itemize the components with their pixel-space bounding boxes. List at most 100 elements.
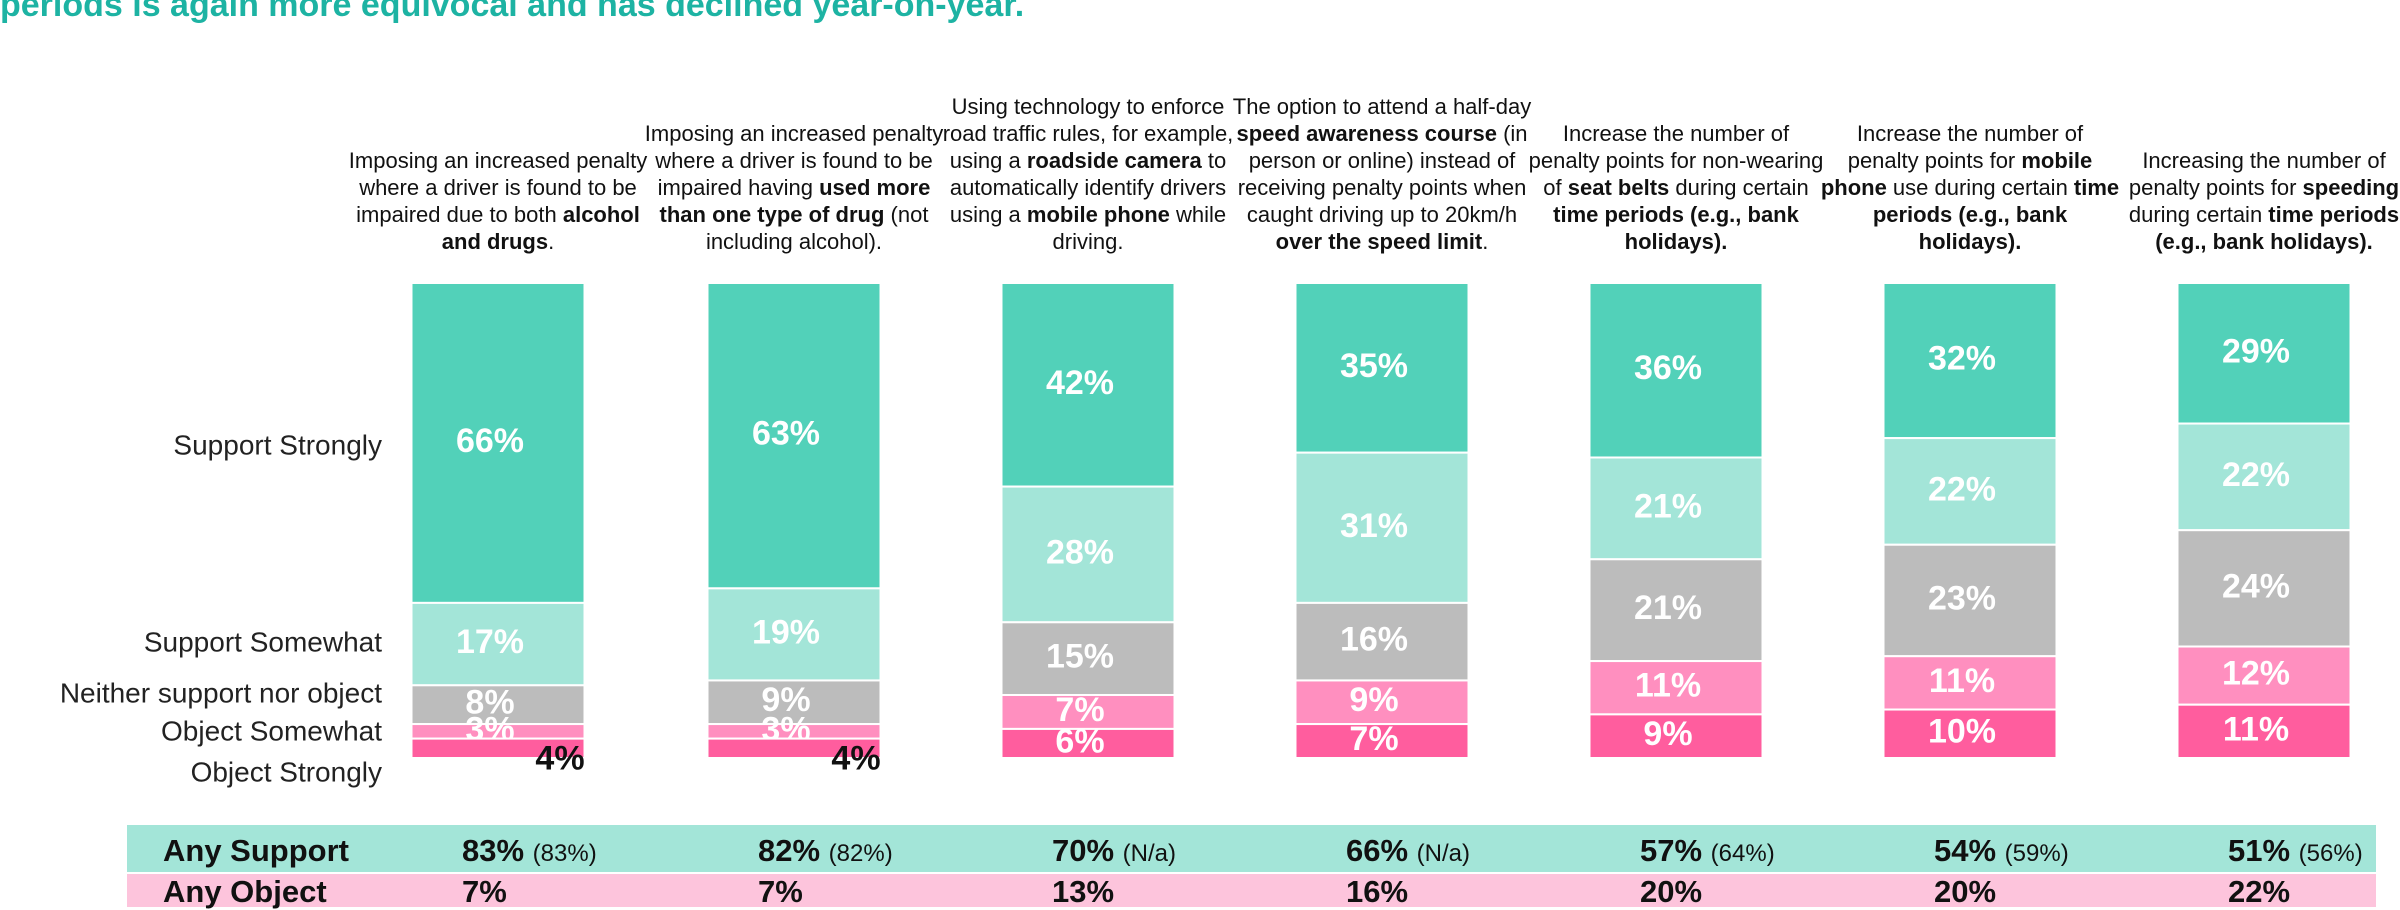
category-label: Imposing an increased penalty where a dr… [644, 120, 944, 255]
bar-segment [2176, 703, 2352, 759]
category-text: (in person or online) instead of receivi… [1237, 121, 1528, 227]
data-label: 22% [1928, 470, 1996, 508]
category-text: Increase the number of penalty points fo… [1847, 121, 2084, 173]
data-label: 22% [2222, 456, 2290, 494]
category-text: used more than one type of drug [659, 175, 931, 227]
category-text: speed awareness course [1236, 121, 1497, 146]
category-text: during certain [1669, 175, 1809, 200]
summary-cell: 57% (64%) [1640, 833, 1775, 869]
summary-value: 83% [462, 833, 525, 868]
category-label: Increase the number of penalty points fo… [1526, 120, 1826, 255]
data-label: 21% [1634, 589, 1702, 627]
category-text: Increasing the number of penalty points … [2128, 148, 2386, 200]
legend-label: Object Somewhat [161, 715, 382, 746]
data-label: 63% [752, 415, 820, 453]
summary-row: Any Object 7% 7% 13% 16% 20% 20% 22% [127, 874, 2376, 910]
category-label: Increasing the number of penalty points … [2114, 147, 2400, 255]
summary-label: Any Support [163, 833, 349, 868]
summary-value: 13% [1052, 874, 1115, 909]
category-text: seat belts [1567, 175, 1670, 200]
summary-cell: 16% [1346, 874, 1408, 910]
category-text: Imposing an increased penalty where a dr… [348, 148, 648, 227]
summary-value: 66% [1346, 833, 1409, 868]
summary-cell: 83% (83%) [462, 833, 597, 869]
category-text: . [1482, 229, 1489, 254]
data-label: 11% [1635, 667, 1701, 705]
category-text: use during certain [1886, 175, 2074, 200]
bar-segment [410, 684, 586, 726]
data-label: 28% [1046, 533, 1114, 571]
summary-cell: 51% (56%) [2228, 833, 2363, 869]
summary-previous: (56%) [2298, 840, 2363, 867]
chart-title: periods is again more equivocal and has … [0, 0, 1025, 24]
category-text: time periods (e.g., bank holidays). [2155, 202, 2400, 254]
bar-segment [1000, 621, 1176, 696]
category-label: Using technology to enforce road traffic… [938, 93, 1238, 255]
category-text: Increase the number of penalty points fo… [1528, 121, 1824, 200]
legend-label: Neither support nor object [60, 677, 382, 708]
summary-value: 54% [1934, 833, 1997, 868]
summary-previous: (59%) [2004, 840, 2069, 867]
data-label: 35% [1340, 347, 1408, 385]
category-text: time periods (e.g., bank holidays). [1553, 202, 1799, 254]
summary-value: 57% [1640, 833, 1703, 868]
summary-cell: 7% [462, 874, 507, 910]
data-label: 19% [752, 613, 820, 651]
bar-segment [1588, 282, 1764, 459]
data-label: 9% [1643, 715, 1692, 753]
summary-cell: 70% (N/a) [1052, 833, 1176, 869]
category-label: Imposing an increased penalty where a dr… [348, 147, 648, 255]
bar-segment [706, 587, 882, 682]
category-label: The option to attend a half-day speed aw… [1232, 93, 1532, 255]
data-label: 21% [1634, 487, 1702, 525]
legend-label: Support Somewhat [144, 626, 382, 657]
category-text: Imposing an increased penalty where a dr… [644, 121, 944, 200]
summary-value: 51% [2228, 833, 2291, 868]
data-label: 17% [456, 623, 524, 661]
category-text: during certain [2128, 202, 2269, 227]
summary-label: Any Object [163, 874, 327, 909]
bar-segment [1882, 282, 2058, 440]
bar-segment [2176, 645, 2352, 706]
bar-segment [2176, 529, 2352, 648]
data-label: 4% [831, 739, 880, 777]
summary-value: 16% [1346, 874, 1409, 909]
summary-cell: 66% (N/a) [1346, 833, 1470, 869]
summary-cell: 20% [1640, 874, 1702, 910]
data-label: 15% [1046, 638, 1114, 676]
data-label: 9% [1349, 681, 1398, 719]
data-label: 10% [1928, 713, 1996, 751]
bar-segment [1294, 723, 1470, 759]
summary-previous: (83%) [532, 840, 597, 867]
data-label: 12% [2222, 655, 2290, 693]
bar-segment [1588, 713, 1764, 760]
category-text: over the speed limit [1275, 229, 1483, 254]
summary-cell: 7% [758, 874, 803, 910]
summary-value: 22% [2228, 874, 2291, 909]
category-text: to automatically identify drivers using … [949, 148, 1227, 227]
summary-cell: 82% (82%) [758, 833, 893, 869]
bar-segment [1294, 282, 1470, 454]
category-text: time periods (e.g., bank holidays). [1872, 175, 2120, 254]
summary-value: 70% [1052, 833, 1115, 868]
category-text: speeding [2302, 175, 2400, 200]
data-label: 16% [1340, 621, 1408, 659]
bar-segment [1000, 485, 1176, 624]
data-label: 7% [1055, 691, 1104, 729]
bar-segment [706, 282, 882, 590]
data-label: 11% [2223, 710, 2289, 748]
category-text: mobile phone [1820, 148, 2093, 200]
summary-value: 20% [1934, 874, 1997, 909]
bar-segment [410, 737, 586, 759]
data-label: 4% [535, 739, 584, 777]
data-label: 9% [761, 681, 810, 719]
bar-segment [410, 601, 586, 687]
bar-segment [2176, 422, 2352, 532]
data-label: 6% [1055, 722, 1104, 760]
summary-cell: 22% [2228, 874, 2290, 910]
bar-segment [706, 737, 882, 759]
category-text: roadside camera [1026, 148, 1202, 173]
bar-segment [2176, 282, 2352, 425]
